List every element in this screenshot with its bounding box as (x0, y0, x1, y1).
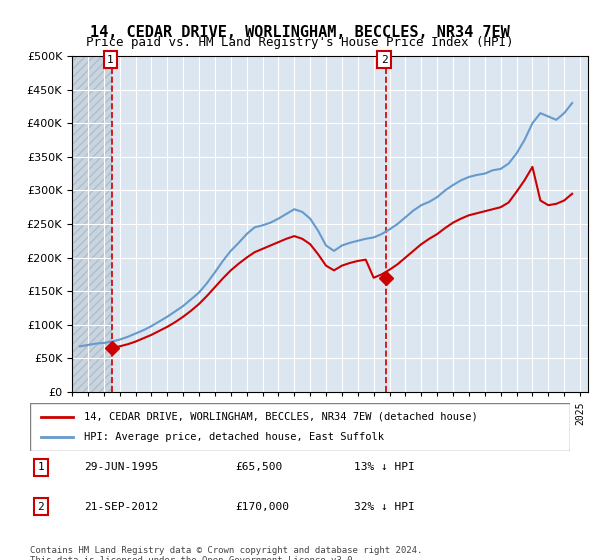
FancyBboxPatch shape (30, 403, 570, 451)
Text: £65,500: £65,500 (235, 463, 283, 473)
Text: 14, CEDAR DRIVE, WORLINGHAM, BECCLES, NR34 7EW (detached house): 14, CEDAR DRIVE, WORLINGHAM, BECCLES, NR… (84, 412, 478, 422)
Text: 2: 2 (381, 55, 388, 65)
Text: 21-SEP-2012: 21-SEP-2012 (84, 502, 158, 512)
Text: 32% ↓ HPI: 32% ↓ HPI (354, 502, 415, 512)
Text: 13% ↓ HPI: 13% ↓ HPI (354, 463, 415, 473)
Text: 14, CEDAR DRIVE, WORLINGHAM, BECCLES, NR34 7EW: 14, CEDAR DRIVE, WORLINGHAM, BECCLES, NR… (90, 25, 510, 40)
Bar (72, 56, 112, 392)
Text: HPI: Average price, detached house, East Suffolk: HPI: Average price, detached house, East… (84, 432, 384, 442)
Text: 2: 2 (37, 502, 44, 512)
Text: 1: 1 (37, 463, 44, 473)
Text: Price paid vs. HM Land Registry's House Price Index (HPI): Price paid vs. HM Land Registry's House … (86, 36, 514, 49)
Text: Contains HM Land Registry data © Crown copyright and database right 2024.
This d: Contains HM Land Registry data © Crown c… (30, 546, 422, 560)
Text: 29-JUN-1995: 29-JUN-1995 (84, 463, 158, 473)
Text: £170,000: £170,000 (235, 502, 289, 512)
Text: 1: 1 (107, 55, 113, 65)
